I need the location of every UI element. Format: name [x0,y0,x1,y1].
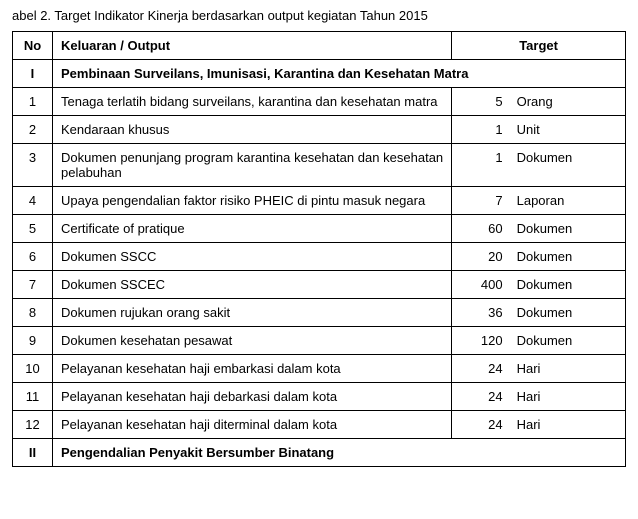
cell-output: Dokumen kesehatan pesawat [52,327,451,355]
cell-output: Pelayanan kesehatan haji diterminal dala… [52,411,451,439]
header-target: Target [452,32,626,60]
cell-target-num: 120 [452,327,507,355]
cell-target-num: 24 [452,383,507,411]
table-row: 7Dokumen SSCEC400Dokumen [13,271,626,299]
section-row: IIPengendalian Penyakit Bersumber Binata… [13,439,626,467]
cell-output: Pelayanan kesehatan haji debarkasi dalam… [52,383,451,411]
table-row: 8Dokumen rujukan orang sakit36Dokumen [13,299,626,327]
cell-no: 9 [13,327,53,355]
table-row: 3Dokumen penunjang program karantina kes… [13,144,626,187]
cell-no: 5 [13,215,53,243]
cell-output: Dokumen penunjang program karantina kese… [52,144,451,187]
cell-output: Dokumen rujukan orang sakit [52,299,451,327]
header-no: No [13,32,53,60]
cell-output: Dokumen SSCC [52,243,451,271]
cell-target-unit: Dokumen [507,327,626,355]
table-row: 1Tenaga terlatih bidang surveilans, kara… [13,88,626,116]
section-roman: I [13,60,53,88]
table-row: 6Dokumen SSCC20Dokumen [13,243,626,271]
cell-no: 12 [13,411,53,439]
cell-target-unit: Hari [507,355,626,383]
cell-target-unit: Unit [507,116,626,144]
table-caption: abel 2. Target Indikator Kinerja berdasa… [12,8,626,23]
cell-target-unit: Dokumen [507,144,626,187]
cell-target-num: 60 [452,215,507,243]
cell-no: 11 [13,383,53,411]
cell-target-unit: Dokumen [507,243,626,271]
table-row: 10Pelayanan kesehatan haji embarkasi dal… [13,355,626,383]
table-row: 9Dokumen kesehatan pesawat120Dokumen [13,327,626,355]
indicator-table: No Keluaran / Output Target IPembinaan S… [12,31,626,467]
cell-target-unit: Hari [507,411,626,439]
cell-target-unit: Hari [507,383,626,411]
table-row: 11Pelayanan kesehatan haji debarkasi dal… [13,383,626,411]
cell-no: 7 [13,271,53,299]
table-row: 12Pelayanan kesehatan haji diterminal da… [13,411,626,439]
cell-output: Pelayanan kesehatan haji embarkasi dalam… [52,355,451,383]
cell-no: 8 [13,299,53,327]
section-row: IPembinaan Surveilans, Imunisasi, Karant… [13,60,626,88]
cell-target-num: 1 [452,144,507,187]
cell-no: 1 [13,88,53,116]
cell-target-num: 20 [452,243,507,271]
cell-target-unit: Dokumen [507,215,626,243]
cell-no: 10 [13,355,53,383]
cell-target-num: 1 [452,116,507,144]
cell-output: Tenaga terlatih bidang surveilans, karan… [52,88,451,116]
cell-no: 2 [13,116,53,144]
cell-target-num: 24 [452,411,507,439]
cell-output: Upaya pengendalian faktor risiko PHEIC d… [52,187,451,215]
table-row: 4Upaya pengendalian faktor risiko PHEIC … [13,187,626,215]
cell-no: 3 [13,144,53,187]
cell-target-unit: Dokumen [507,271,626,299]
section-title: Pengendalian Penyakit Bersumber Binatang [52,439,625,467]
cell-target-num: 5 [452,88,507,116]
cell-target-unit: Orang [507,88,626,116]
cell-target-num: 400 [452,271,507,299]
section-title: Pembinaan Surveilans, Imunisasi, Karanti… [52,60,625,88]
cell-no: 4 [13,187,53,215]
cell-output: Kendaraan khusus [52,116,451,144]
cell-output: Dokumen SSCEC [52,271,451,299]
cell-no: 6 [13,243,53,271]
header-output: Keluaran / Output [52,32,451,60]
table-row: 2Kendaraan khusus1Unit [13,116,626,144]
cell-output: Certificate of pratique [52,215,451,243]
cell-target-num: 7 [452,187,507,215]
table-row: 5Certificate of pratique60Dokumen [13,215,626,243]
cell-target-unit: Dokumen [507,299,626,327]
header-row: No Keluaran / Output Target [13,32,626,60]
cell-target-unit: Laporan [507,187,626,215]
cell-target-num: 24 [452,355,507,383]
section-roman: II [13,439,53,467]
cell-target-num: 36 [452,299,507,327]
